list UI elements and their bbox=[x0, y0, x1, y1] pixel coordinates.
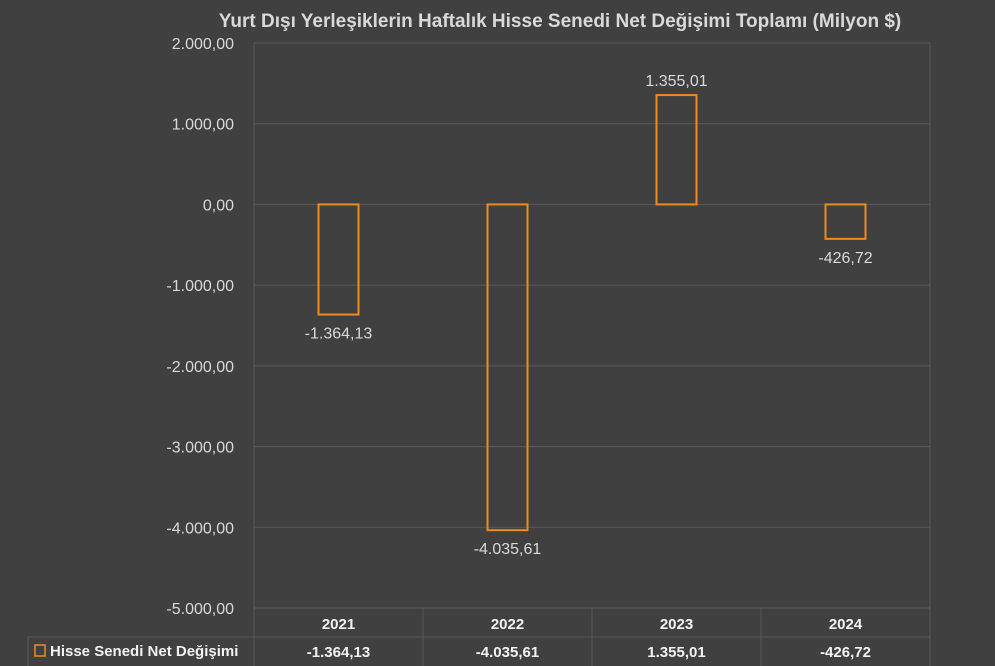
y-tick-label: 1.000,00 bbox=[172, 117, 234, 134]
gridlines bbox=[253, 42, 931, 608]
x-category-label: 2022 bbox=[491, 616, 524, 633]
y-tick-label: -2.000,00 bbox=[166, 359, 234, 376]
y-tick-label: -1.000,00 bbox=[166, 278, 234, 295]
data-labels: -1.364,13 -4.035,61 1.355,01 -426,72 bbox=[305, 73, 873, 558]
y-tick-label: 2.000,00 bbox=[172, 36, 234, 53]
data-label: 1.355,01 bbox=[645, 73, 707, 90]
y-tick-label: 0,00 bbox=[203, 197, 234, 214]
y-tick-label: -4.000,00 bbox=[166, 520, 234, 537]
legend-swatch-icon bbox=[34, 644, 46, 657]
bar bbox=[824, 203, 867, 240]
legend-label: Hisse Senedi Net Değişimi bbox=[50, 643, 238, 660]
chart-title: Yurt Dışı Yerleşiklerin Haftalık Hisse S… bbox=[219, 11, 901, 32]
bars bbox=[317, 94, 867, 532]
table-value: -426,72 bbox=[820, 644, 871, 661]
data-table: Hisse Senedi Net Değişimi 2021 -1.364,13 2… bbox=[27, 607, 931, 666]
table-value: 1.355,01 bbox=[647, 644, 705, 661]
table-value: -1.364,13 bbox=[307, 644, 370, 661]
x-category-label: 2024 bbox=[829, 616, 863, 633]
data-label: -426,72 bbox=[818, 250, 872, 267]
bar bbox=[486, 203, 529, 532]
x-category-label: 2021 bbox=[322, 616, 355, 633]
data-label: -1.364,13 bbox=[305, 326, 373, 343]
bar bbox=[317, 203, 360, 316]
legend-key: Hisse Senedi Net Değişimi bbox=[34, 643, 238, 660]
data-label: -4.035,61 bbox=[474, 541, 542, 558]
y-axis-tick-labels: 2.000,00 1.000,00 0,00 -1.000,00 -2.000,00 -3… bbox=[166, 36, 234, 618]
bar bbox=[655, 94, 698, 206]
y-tick-label: -3.000,00 bbox=[166, 440, 234, 457]
y-tick-label: -5.000,00 bbox=[166, 601, 234, 618]
table-value: -4.035,61 bbox=[476, 644, 539, 661]
x-category-label: 2023 bbox=[660, 616, 693, 633]
